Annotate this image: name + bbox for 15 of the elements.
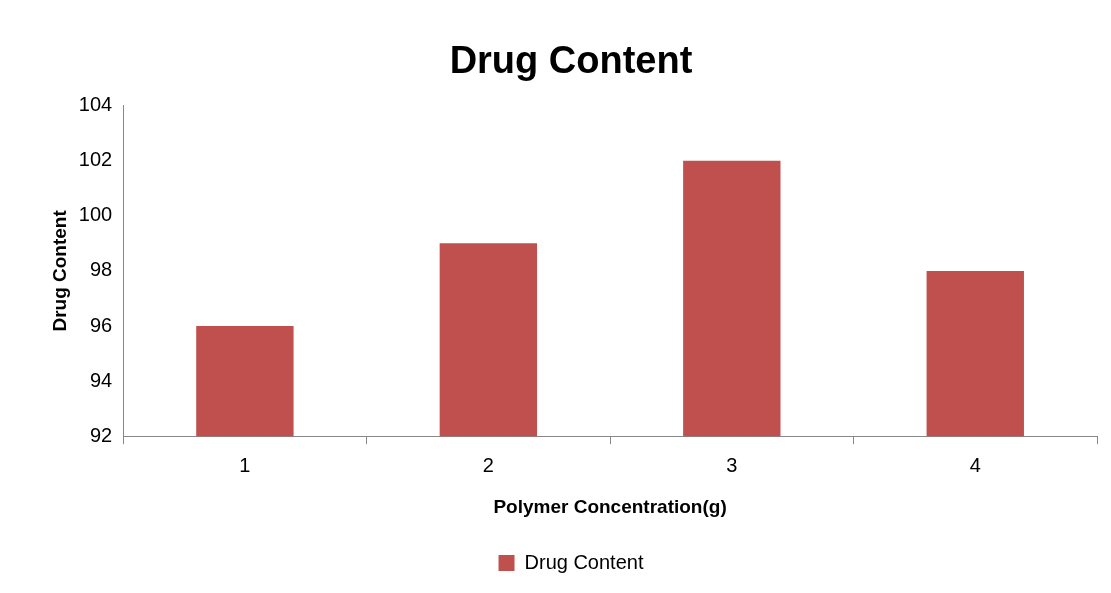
chart-title: Drug Content xyxy=(449,39,693,82)
y-tick-label: 102 xyxy=(78,148,113,171)
y-tick-label: 98 xyxy=(89,258,113,281)
y-tick-label: 104 xyxy=(78,93,113,116)
x-tick-label: 3 xyxy=(726,453,738,476)
y-tick-label: 96 xyxy=(89,313,113,336)
y-tick-label: 94 xyxy=(89,368,113,391)
x-tick-label: 2 xyxy=(482,453,494,476)
y-tick-label: 92 xyxy=(89,423,113,446)
x-tick-label: 4 xyxy=(969,453,981,476)
legend-label: Drug Content xyxy=(524,550,644,573)
y-axis-title: Drug Content xyxy=(48,209,70,332)
x-tick-label: 1 xyxy=(239,453,251,476)
y-tick-label: 100 xyxy=(78,203,113,226)
x-axis-title: Polymer Concentration(g) xyxy=(493,495,727,517)
